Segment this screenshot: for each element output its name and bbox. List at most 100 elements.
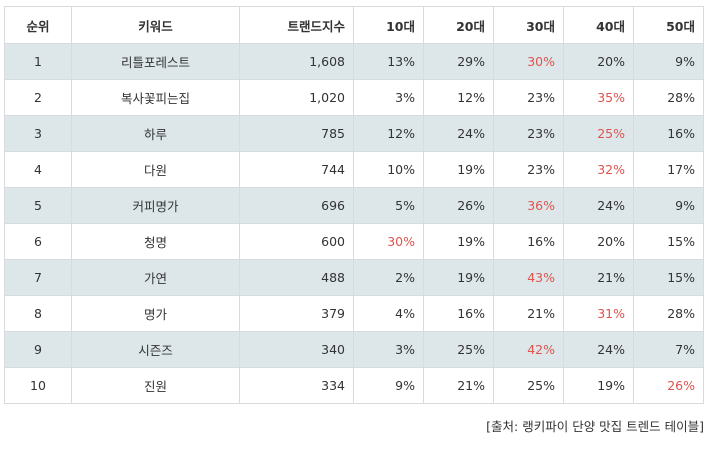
table-row: 1 리틀포레스트 1,608 13% 29% 30% 20% 9% [4, 43, 704, 80]
header-rank: 순위 [4, 6, 72, 44]
cell-rank: 4 [4, 151, 72, 188]
cell-age-30s: 23% [493, 79, 564, 116]
table-row: 10 진원 334 9% 21% 25% 19% 26% [4, 367, 704, 404]
trend-table: 순위 키워드 트랜드지수 10대 20대 30대 40대 50대 1 리틀포레스트… [4, 6, 704, 404]
cell-keyword: 진원 [71, 367, 240, 404]
table-row: 4 다원 744 10% 19% 23% 32% 17% [4, 151, 704, 188]
cell-age-10s: 30% [353, 223, 424, 260]
cell-rank: 5 [4, 187, 72, 224]
cell-keyword: 리틀포레스트 [71, 43, 240, 80]
cell-age-30s: 23% [493, 151, 564, 188]
cell-keyword: 명가 [71, 295, 240, 332]
cell-trend-index: 744 [239, 151, 354, 188]
cell-age-50s: 16% [633, 115, 704, 152]
cell-keyword: 다원 [71, 151, 240, 188]
cell-age-20s: 19% [423, 223, 494, 260]
cell-rank: 2 [4, 79, 72, 116]
cell-age-50s: 28% [633, 295, 704, 332]
header-keyword: 키워드 [71, 6, 240, 44]
source-caption: [출처: 랭키파이 단양 맛집 트렌드 테이블] [486, 419, 704, 434]
cell-age-50s: 17% [633, 151, 704, 188]
cell-age-40s: 20% [563, 43, 634, 80]
cell-keyword: 커피명가 [71, 187, 240, 224]
cell-age-10s: 13% [353, 43, 424, 80]
cell-age-40s: 31% [563, 295, 634, 332]
cell-age-30s: 43% [493, 259, 564, 296]
cell-rank: 7 [4, 259, 72, 296]
table-body: 1 리틀포레스트 1,608 13% 29% 30% 20% 9% 2 복사꽃피는집 1,020 3%… [4, 43, 704, 404]
cell-age-20s: 12% [423, 79, 494, 116]
cell-trend-index: 1,020 [239, 79, 354, 116]
cell-keyword: 가연 [71, 259, 240, 296]
cell-trend-index: 785 [239, 115, 354, 152]
cell-age-10s: 2% [353, 259, 424, 296]
table-row: 5 커피명가 696 5% 26% 36% 24% 9% [4, 187, 704, 224]
cell-age-40s: 19% [563, 367, 634, 404]
cell-age-10s: 12% [353, 115, 424, 152]
cell-rank: 9 [4, 331, 72, 368]
header-age-30s: 30대 [493, 6, 564, 44]
cell-age-30s: 42% [493, 331, 564, 368]
cell-rank: 3 [4, 115, 72, 152]
cell-age-20s: 26% [423, 187, 494, 224]
trend-table-container: 순위 키워드 트랜드지수 10대 20대 30대 40대 50대 1 리틀포레스트… [4, 6, 704, 404]
cell-trend-index: 379 [239, 295, 354, 332]
cell-age-20s: 25% [423, 331, 494, 368]
cell-age-40s: 24% [563, 187, 634, 224]
cell-age-50s: 15% [633, 259, 704, 296]
cell-rank: 6 [4, 223, 72, 260]
table-row: 9 시즌즈 340 3% 25% 42% 24% 7% [4, 331, 704, 368]
cell-age-50s: 15% [633, 223, 704, 260]
cell-age-40s: 35% [563, 79, 634, 116]
cell-trend-index: 1,608 [239, 43, 354, 80]
cell-rank: 10 [4, 367, 72, 404]
cell-age-50s: 26% [633, 367, 704, 404]
cell-age-10s: 10% [353, 151, 424, 188]
cell-keyword: 하루 [71, 115, 240, 152]
cell-age-10s: 9% [353, 367, 424, 404]
cell-age-20s: 16% [423, 295, 494, 332]
cell-trend-index: 696 [239, 187, 354, 224]
header-trend-index: 트랜드지수 [239, 6, 354, 44]
cell-rank: 8 [4, 295, 72, 332]
cell-keyword: 시즌즈 [71, 331, 240, 368]
cell-age-50s: 28% [633, 79, 704, 116]
cell-age-20s: 19% [423, 259, 494, 296]
cell-keyword: 청명 [71, 223, 240, 260]
cell-age-40s: 24% [563, 331, 634, 368]
cell-age-50s: 9% [633, 187, 704, 224]
cell-age-20s: 19% [423, 151, 494, 188]
cell-age-40s: 25% [563, 115, 634, 152]
header-age-50s: 50대 [633, 6, 704, 44]
cell-trend-index: 340 [239, 331, 354, 368]
cell-age-30s: 16% [493, 223, 564, 260]
table-row: 2 복사꽃피는집 1,020 3% 12% 23% 35% 28% [4, 79, 704, 116]
cell-age-40s: 21% [563, 259, 634, 296]
cell-age-40s: 32% [563, 151, 634, 188]
cell-age-40s: 20% [563, 223, 634, 260]
cell-age-30s: 25% [493, 367, 564, 404]
cell-age-30s: 30% [493, 43, 564, 80]
cell-trend-index: 600 [239, 223, 354, 260]
cell-age-20s: 24% [423, 115, 494, 152]
cell-age-20s: 29% [423, 43, 494, 80]
cell-age-20s: 21% [423, 367, 494, 404]
cell-age-10s: 3% [353, 79, 424, 116]
cell-keyword: 복사꽃피는집 [71, 79, 240, 116]
cell-age-10s: 4% [353, 295, 424, 332]
table-header-row: 순위 키워드 트랜드지수 10대 20대 30대 40대 50대 [4, 6, 704, 44]
table-row: 6 청명 600 30% 19% 16% 20% 15% [4, 223, 704, 260]
cell-trend-index: 488 [239, 259, 354, 296]
cell-age-50s: 9% [633, 43, 704, 80]
cell-age-10s: 5% [353, 187, 424, 224]
cell-age-30s: 36% [493, 187, 564, 224]
table-row: 8 명가 379 4% 16% 21% 31% 28% [4, 295, 704, 332]
table-row: 3 하루 785 12% 24% 23% 25% 16% [4, 115, 704, 152]
cell-age-30s: 21% [493, 295, 564, 332]
header-age-10s: 10대 [353, 6, 424, 44]
cell-rank: 1 [4, 43, 72, 80]
cell-age-10s: 3% [353, 331, 424, 368]
header-age-40s: 40대 [563, 6, 634, 44]
cell-trend-index: 334 [239, 367, 354, 404]
table-row: 7 가연 488 2% 19% 43% 21% 15% [4, 259, 704, 296]
